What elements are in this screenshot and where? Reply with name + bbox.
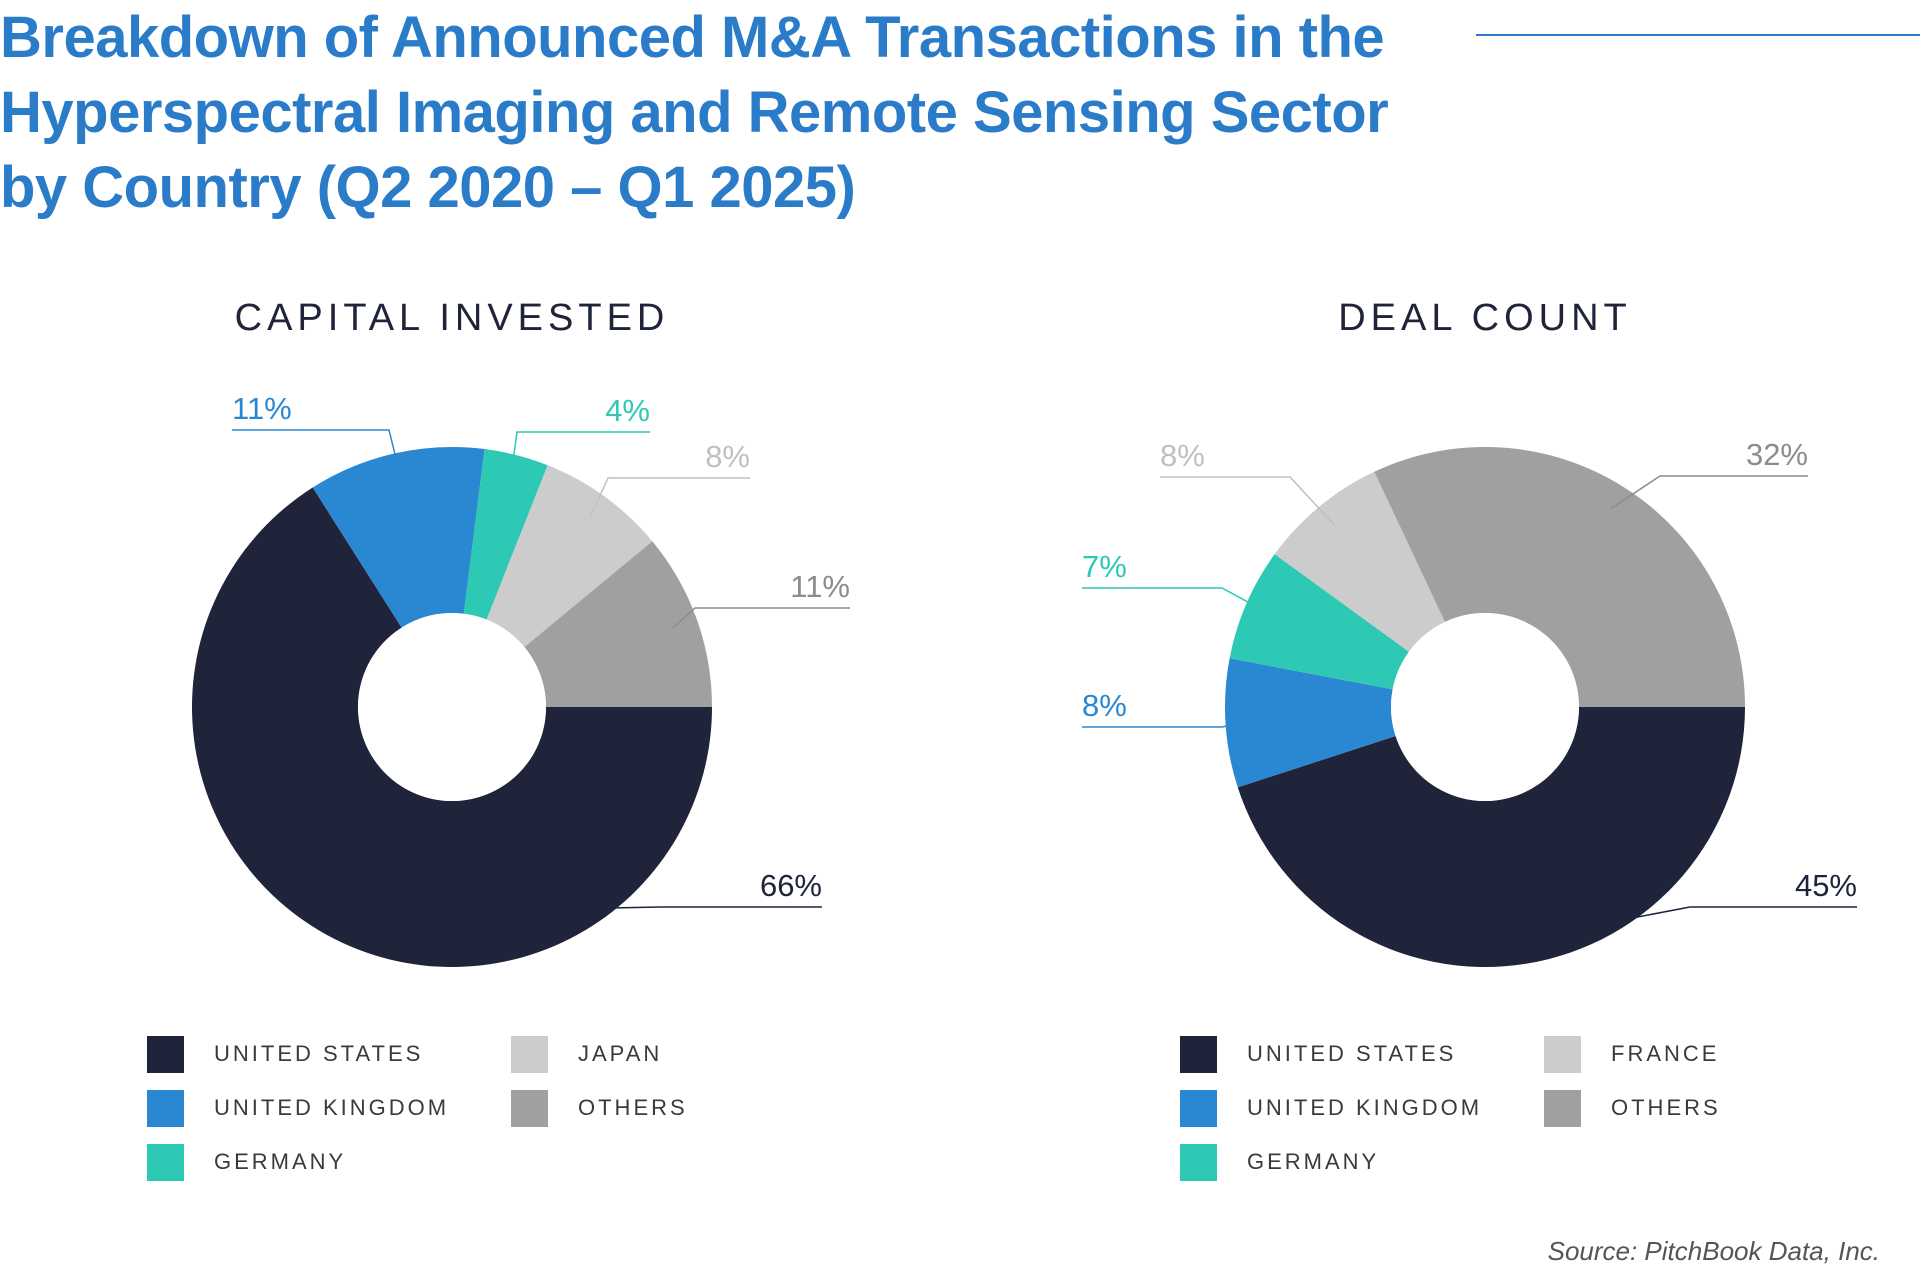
slice-united-kingdom: [312, 446, 485, 628]
slice-germany: [1229, 554, 1409, 690]
legend-label: OTHERS: [578, 1095, 688, 1120]
title-line-3: by Country (Q2 2020 – Q1 2025): [0, 155, 856, 220]
legend-label: UNITED STATES: [1247, 1041, 1457, 1066]
data-label-others: 11%: [790, 569, 850, 604]
legend-label: UNITED KINGDOM: [1247, 1095, 1483, 1120]
chart-title: Breakdown of Announced M&A Transactions …: [0, 0, 1460, 225]
legend-swatch: [511, 1035, 548, 1073]
legend-item-france: FRANCE: [1544, 1035, 1719, 1073]
legend-swatch: [1180, 1143, 1217, 1181]
legend-swatch: [1544, 1089, 1581, 1127]
legend-swatch: [147, 1089, 184, 1127]
leader-line-germany: [1082, 587, 1270, 615]
legend-label: UNITED KINGDOM: [214, 1095, 450, 1120]
slice-united-states: [191, 487, 712, 967]
leader-line-germany: [509, 431, 650, 480]
donut-hole: [1391, 613, 1579, 801]
legend-swatch: [147, 1035, 184, 1073]
legend-swatch: [1180, 1089, 1217, 1127]
legend-item-united-states: UNITED STATES: [1180, 1035, 1456, 1073]
source-note: Source: PitchBook Data, Inc.: [1547, 1236, 1880, 1266]
title-rule: [1476, 34, 1920, 36]
data-label-united-kingdom: 11%: [232, 391, 292, 426]
legend-item-japan: JAPAN: [511, 1035, 662, 1073]
slice-others: [524, 541, 712, 707]
data-label-germany: 4%: [605, 393, 650, 428]
slice-germany: [463, 449, 548, 620]
leader-line-others: [1610, 475, 1808, 510]
legend-label: JAPAN: [578, 1041, 663, 1066]
legend-item-united-states: UNITED STATES: [147, 1035, 423, 1073]
legend-item-others: OTHERS: [1544, 1089, 1721, 1127]
slice-others: [1374, 446, 1745, 707]
data-label-france: 8%: [1160, 438, 1205, 473]
legend-label: OTHERS: [1611, 1095, 1721, 1120]
legend-label: UNITED STATES: [214, 1041, 424, 1066]
data-label-others: 32%: [1746, 437, 1808, 472]
leader-line-others: [672, 607, 850, 628]
donut-hole: [358, 613, 546, 801]
legend-swatch: [1544, 1035, 1581, 1073]
leader-line-japan: [589, 477, 750, 518]
data-label-germany: 7%: [1082, 549, 1127, 584]
title-line-1: Breakdown of Announced M&A Transactions …: [0, 5, 1385, 70]
legend-label: FRANCE: [1611, 1041, 1720, 1066]
leader-line-united-states: [338, 906, 822, 914]
legend-swatch: [511, 1089, 548, 1127]
legend-swatch: [1180, 1035, 1217, 1073]
data-label-united-kingdom: 8%: [1082, 688, 1127, 723]
legend-item-united-kingdom: UNITED KINGDOM: [1180, 1089, 1482, 1127]
data-label-united-states: 66%: [760, 868, 822, 903]
legend-item-united-kingdom: UNITED KINGDOM: [147, 1089, 449, 1127]
data-label-japan: 8%: [705, 439, 750, 474]
title-line-2: Hyperspectral Imaging and Remote Sensing…: [0, 80, 1389, 145]
leader-line-united-states: [1521, 906, 1857, 940]
legend-swatch: [147, 1143, 184, 1181]
slice-france: [1274, 471, 1445, 652]
data-label-united-states: 45%: [1795, 868, 1857, 903]
slice-united-kingdom: [1225, 658, 1396, 788]
legend-item-germany: GERMANY: [1180, 1143, 1379, 1181]
chart-title-deal-count: DEAL COUNT: [1338, 297, 1632, 339]
leader-line-united-kingdom: [1082, 721, 1251, 728]
chart-title-capital-invested: CAPITAL INVESTED: [235, 297, 670, 339]
slice-united-states: [1237, 707, 1745, 967]
leader-line-united-kingdom: [232, 429, 402, 478]
legend-item-others: OTHERS: [511, 1089, 688, 1127]
slice-japan: [486, 465, 653, 648]
leader-line-france: [1160, 476, 1336, 527]
legend-item-germany: GERMANY: [147, 1143, 346, 1181]
legend-label: GERMANY: [1247, 1149, 1380, 1174]
legend-label: GERMANY: [214, 1149, 347, 1174]
